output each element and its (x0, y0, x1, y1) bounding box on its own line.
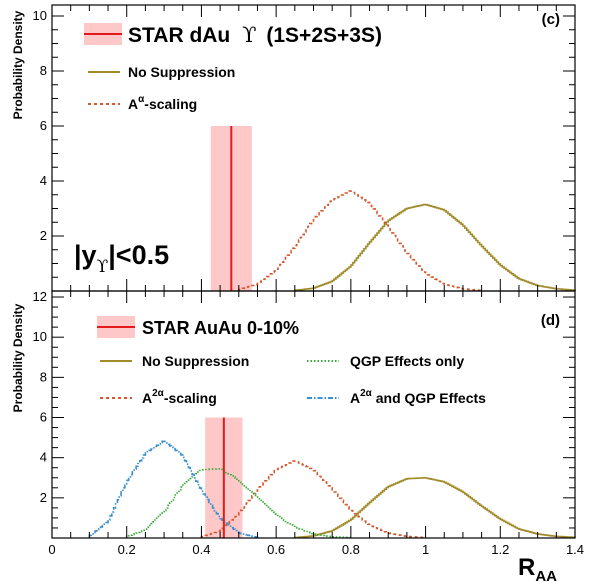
legend-d: STAR AuAu 0-10% No Suppression QGP Effec… (97, 316, 486, 406)
panel-label-d: (d) (541, 312, 560, 329)
xtick-label: 0.6 (267, 542, 285, 557)
panel-d: 2 4 6 8 10 12 0 0.2 0.4 0.6 0.8 1 1.2 1.4 Probability… (11, 289, 584, 582)
ytick-label-d: 4 (40, 450, 47, 465)
legend-d-entry-nosupp: No Suppression (142, 353, 249, 369)
series-d-1 (200, 460, 427, 539)
legend-d-entry-a2a-qgp: A2α and QGP Effects (350, 388, 486, 406)
series-c-0 (294, 203, 576, 292)
legend-d-entry-a2a: A2α-scaling (142, 388, 217, 406)
series-d-0 (294, 477, 576, 539)
ytick-label-d: 8 (40, 369, 47, 384)
legend-d-entry-star: STAR AuAu 0-10% (142, 318, 299, 338)
ylabel-d: Probability Density (11, 303, 25, 412)
xtick-label: 0.2 (118, 542, 136, 557)
series-d-3 (88, 440, 259, 538)
ylabel-c: Probability Density (11, 10, 25, 119)
legend-c-entry-nosupp: No Suppression (128, 64, 235, 80)
legend-c: STAR dAu ϒ (1S+2S+3S) No Suppression Aα-… (84, 23, 382, 112)
ytick-label-d: 2 (40, 490, 47, 505)
xtick-label: 1.2 (491, 542, 509, 557)
series-c-1 (238, 190, 483, 292)
legend-c-entry-star: STAR dAu ϒ (1S+2S+3S) (128, 23, 382, 47)
legend-d-entry-qgp: QGP Effects only (350, 353, 464, 369)
ytick-label-c: 6 (40, 118, 47, 133)
xtick-label: 0.4 (192, 542, 210, 557)
ytick-label-c: 2 (40, 228, 47, 243)
ytick-label-c: 10 (33, 8, 47, 23)
panel-label-c: (c) (542, 11, 560, 28)
panel-c: 2 4 6 8 10 Probability Density (c) STAR dAu … (11, 4, 576, 292)
xtick-label: 1 (422, 542, 429, 557)
ytick-label-c: 8 (40, 63, 47, 78)
rapidity-annotation: |yϒ|<0.5 (74, 240, 169, 277)
xaxis-title: RAA (518, 554, 557, 582)
ytick-label-d: 6 (40, 410, 47, 425)
ytick-label-d: 12 (33, 289, 47, 304)
xtick-label: 0 (48, 542, 55, 557)
xtick-label: 0.8 (342, 542, 360, 557)
legend-c-entry-ascaling: Aα-scaling (128, 94, 197, 112)
ytick-label-c: 4 (40, 173, 47, 188)
xtick-label: 1.4 (566, 542, 584, 557)
ytick-label-d: 10 (33, 329, 47, 344)
